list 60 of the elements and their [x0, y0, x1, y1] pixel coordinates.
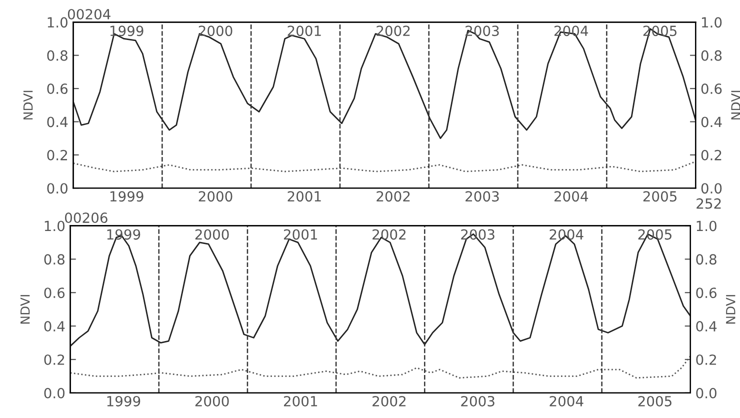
y-tick-label: 0.6: [47, 84, 68, 94]
x2-tick-label: 2001: [288, 191, 321, 202]
line-series: [73, 160, 696, 172]
y2-tick-label: 0.4: [701, 116, 722, 128]
x2-tick-label: 1999: [110, 191, 144, 202]
y2-tick-label: 0.6: [701, 84, 722, 94]
x2-tick-label: 2004: [550, 396, 584, 406]
y2-axis-title: NDVI: [726, 295, 736, 324]
chart-title: 00206: [65, 212, 108, 224]
y2-tick-label: 0.0: [696, 388, 716, 398]
x-tick-label: 2005: [638, 229, 672, 240]
x2-tick-label: 2002: [376, 191, 410, 202]
y2-tick-label: 0.2: [696, 354, 716, 365]
chart-title: 00204: [68, 8, 110, 20]
x-tick-label: 2002: [376, 26, 410, 36]
y2-tick-label: 0.0: [701, 183, 722, 194]
x2-tick-label: 2005: [638, 396, 672, 406]
y2-tick-label: 0.2: [701, 150, 722, 160]
y2-tick-label: 0.6: [696, 288, 716, 298]
x2-tick-label: 2000: [195, 396, 229, 406]
y-tick-label: 0.4: [44, 321, 65, 332]
y-tick-label: 0.4: [47, 116, 68, 128]
x-tick-label: 1999: [107, 229, 140, 240]
y-tick-label: 0.8: [47, 50, 68, 61]
y-tick-label: 0.2: [44, 354, 64, 365]
x2-tick-label: 2003: [466, 191, 499, 202]
x2-tick-label: 2005: [643, 191, 676, 202]
y-tick-label: 0.8: [44, 254, 64, 265]
x2-tick-label: 2003: [461, 396, 494, 406]
y2-axis-title: NDVI: [731, 90, 740, 120]
y-tick-label: 1.0: [44, 220, 65, 232]
x-tick-label: 2002: [372, 229, 406, 240]
y2-tick-label: 0.8: [696, 254, 716, 265]
y-tick-label: 0.6: [44, 288, 65, 298]
y-tick-label: 0.0: [44, 388, 65, 398]
y-axis-title: NDVI: [23, 90, 33, 120]
y-tick-label: 0.0: [47, 183, 68, 194]
line-series: [70, 355, 690, 379]
x-tick-label: 2004: [550, 229, 584, 240]
text: 252: [696, 198, 721, 209]
y2-tick-label: 1.0: [702, 17, 722, 28]
y-tick-label: 1.0: [48, 17, 68, 28]
x2-tick-label: 2002: [372, 396, 406, 406]
x2-tick-label: 2004: [554, 191, 588, 202]
x2-tick-label: 2001: [284, 396, 318, 406]
x2-tick-label: 1999: [107, 396, 140, 406]
y2-tick-label: 0.8: [701, 50, 722, 61]
x-tick-label: 2000: [195, 229, 229, 240]
x2-tick-label: 2000: [198, 191, 232, 202]
x-tick-label: 1999: [110, 26, 144, 36]
x-tick-label: 2003: [466, 26, 499, 36]
x-tick-label: 2001: [284, 229, 318, 240]
x-tick-label: 2003: [461, 229, 494, 240]
x-tick-label: 2000: [198, 26, 232, 36]
y2-tick-label: 1.0: [696, 220, 716, 232]
y-axis-title: NDVI: [20, 295, 30, 324]
y2-tick-label: 0.4: [696, 321, 717, 332]
y-tick-label: 0.2: [47, 150, 68, 160]
x-tick-label: 2001: [288, 26, 321, 36]
x-tick-label: 2004: [554, 26, 588, 36]
